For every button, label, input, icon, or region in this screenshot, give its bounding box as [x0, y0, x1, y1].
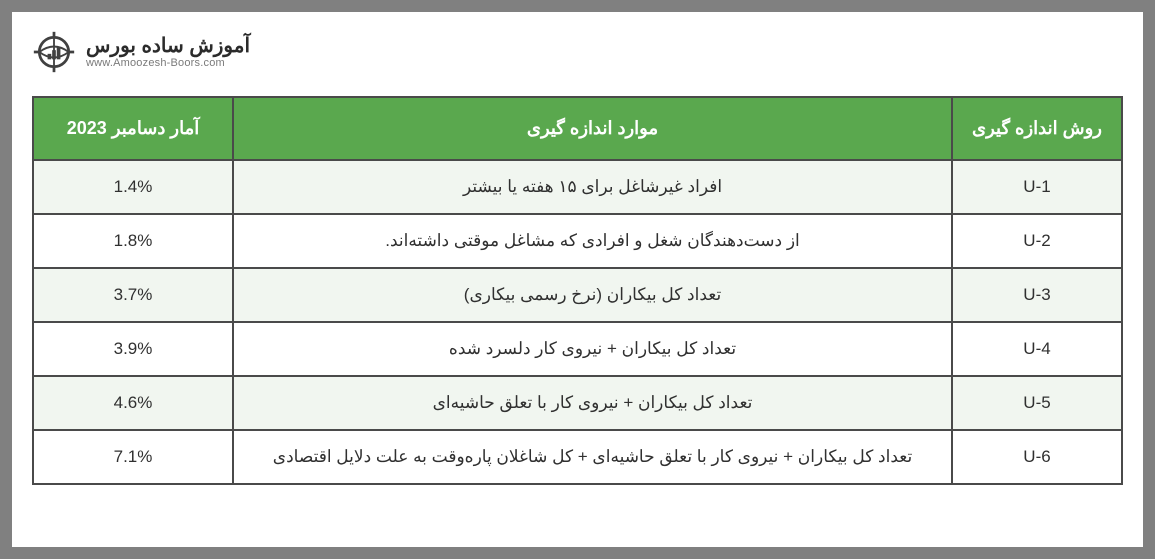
cell-measure: تعداد کل بیکاران (نرخ رسمی بیکاری) [233, 268, 952, 322]
brand-text: آموزش ساده بورس www.Amoozesh-Boors.com [86, 35, 250, 69]
brand-title: آموزش ساده بورس [86, 35, 250, 57]
table-header-row: آمار دسامبر 2023 موارد اندازه گیری روش ا… [33, 97, 1122, 160]
cell-method: U-4 [952, 322, 1122, 376]
cell-measure: تعداد کل بیکاران + نیروی کار با تعلق حاش… [233, 376, 952, 430]
table-row: 1.4% افراد غیرشاغل برای ۱۵ هفته یا بیشتر… [33, 160, 1122, 214]
cell-measure: افراد غیرشاغل برای ۱۵ هفته یا بیشتر [233, 160, 952, 214]
brand-header: آموزش ساده بورس www.Amoozesh-Boors.com [32, 30, 1123, 74]
cell-method: U-2 [952, 214, 1122, 268]
cell-stat: 1.4% [33, 160, 233, 214]
cell-method: U-5 [952, 376, 1122, 430]
cell-measure: تعداد کل بیکاران + نیروی کار دلسرد شده [233, 322, 952, 376]
brand-subtitle: www.Amoozesh-Boors.com [86, 57, 250, 69]
cell-stat: 4.6% [33, 376, 233, 430]
cell-stat: 1.8% [33, 214, 233, 268]
table-row: 1.8% از دست‌دهندگان شغل و افرادی که مشاغ… [33, 214, 1122, 268]
document-page: آموزش ساده بورس www.Amoozesh-Boors.com آ… [12, 12, 1143, 547]
globe-chart-icon [32, 30, 76, 74]
cell-stat: 3.7% [33, 268, 233, 322]
col-header-measure: موارد اندازه گیری [233, 97, 952, 160]
col-header-stat: آمار دسامبر 2023 [33, 97, 233, 160]
table-row: 7.1% تعداد کل بیکاران + نیروی کار با تعل… [33, 430, 1122, 484]
col-header-method: روش اندازه گیری [952, 97, 1122, 160]
cell-method: U-1 [952, 160, 1122, 214]
table-row: 4.6% تعداد کل بیکاران + نیروی کار با تعل… [33, 376, 1122, 430]
cell-stat: 7.1% [33, 430, 233, 484]
cell-method: U-6 [952, 430, 1122, 484]
unemployment-measures-table: آمار دسامبر 2023 موارد اندازه گیری روش ا… [32, 96, 1123, 485]
table-row: 3.9% تعداد کل بیکاران + نیروی کار دلسرد … [33, 322, 1122, 376]
cell-stat: 3.9% [33, 322, 233, 376]
cell-method: U-3 [952, 268, 1122, 322]
table-row: 3.7% تعداد کل بیکاران (نرخ رسمی بیکاری) … [33, 268, 1122, 322]
cell-measure: از دست‌دهندگان شغل و افرادی که مشاغل موق… [233, 214, 952, 268]
cell-measure: تعداد کل بیکاران + نیروی کار با تعلق حاش… [233, 430, 952, 484]
